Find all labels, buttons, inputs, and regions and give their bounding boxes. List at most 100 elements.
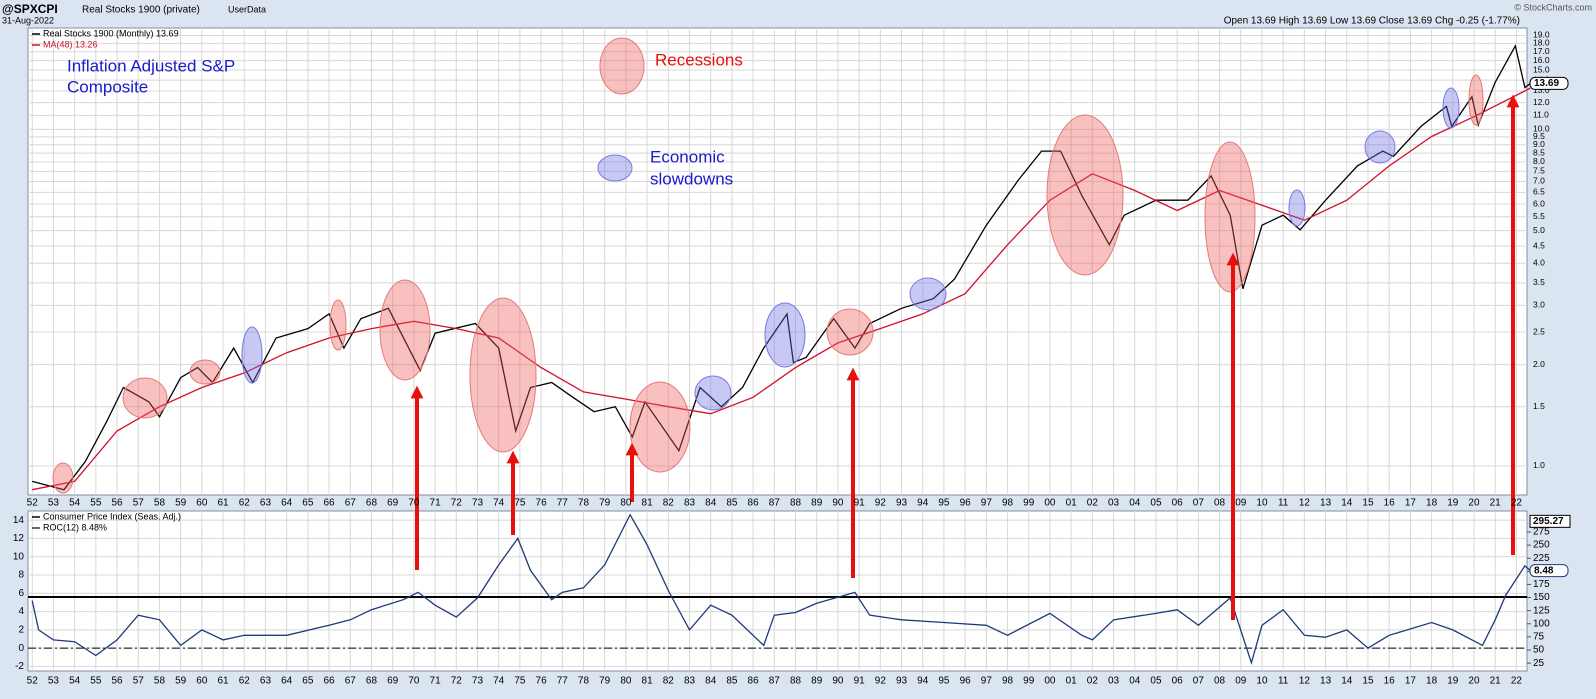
slowdown-ellipse: [694, 375, 732, 411]
y2-tick-label: 250: [1533, 540, 1550, 551]
y-tick-label: 1.0: [1533, 460, 1545, 470]
x-tick-label: 66: [324, 498, 336, 509]
x-tick-label: 76: [536, 498, 548, 509]
x-tick-label: 55: [90, 676, 102, 687]
x-tick-label: 16: [1384, 676, 1396, 687]
slowdown-ellipse: [1364, 130, 1396, 164]
x-tick-label: 62: [239, 676, 251, 687]
x-tick-label: 16: [1384, 498, 1396, 509]
y-tick-label: 11.0: [1533, 110, 1549, 120]
x-tick-label: 87: [769, 498, 781, 509]
x-tick-label: 79: [599, 498, 611, 509]
x-tick-label: 13: [1320, 676, 1332, 687]
x-tick-label: 20: [1468, 676, 1480, 687]
x-tick-label: 54: [69, 676, 81, 687]
x-tick-label: 09: [1235, 676, 1247, 687]
x-tick-label: 56: [111, 498, 123, 509]
x-tick-label: 11: [1278, 498, 1289, 509]
x-tick-label: 58: [154, 498, 166, 509]
recession-ellipse: [629, 381, 691, 473]
x-tick-label: 86: [748, 676, 760, 687]
x-tick-label: 75: [514, 676, 526, 687]
y-tick-label: 2: [18, 624, 24, 635]
series-line: [32, 87, 1531, 491]
x-tick-label: 19: [1447, 676, 1459, 687]
x-tick-label: 96: [960, 676, 972, 687]
source: UserData: [228, 4, 266, 14]
x-tick-label: 02: [1087, 498, 1099, 509]
annotation-title: Composite: [67, 77, 148, 96]
x-tick-label: 80: [620, 498, 632, 509]
y-tick-label: 6.5: [1533, 187, 1545, 197]
x-tick-label: 88: [790, 498, 802, 509]
credit: © StockCharts.com: [1514, 2, 1592, 12]
x-tick-label: 77: [557, 498, 569, 509]
y-tick-label: 5.5: [1533, 211, 1545, 221]
x-tick-label: 70: [408, 676, 420, 687]
y2-tick-label: 175: [1533, 579, 1550, 590]
y-tick-label: 7.5: [1533, 166, 1545, 176]
slowdown-ellipse: [241, 326, 263, 384]
y2-tick-label: 275: [1533, 527, 1550, 538]
y-tick-label: 9.5: [1533, 131, 1545, 141]
chart-name: Real Stocks 1900 (private): [82, 5, 200, 16]
recession-ellipse: [379, 279, 431, 381]
x-tick-label: 80: [620, 676, 632, 687]
x-tick-label: 93: [896, 498, 908, 509]
y-tick-label: 8.5: [1533, 147, 1545, 157]
x-tick-label: 04: [1129, 498, 1141, 509]
x-tick-label: 59: [175, 498, 187, 509]
x-tick-label: 53: [48, 498, 60, 509]
x-tick-label: 05: [1150, 498, 1162, 509]
y-tick-label: 2.0: [1533, 359, 1545, 369]
slowdown-ellipse: [764, 302, 806, 368]
x-tick-label: 86: [748, 498, 760, 509]
top-plot-area: [27, 27, 1528, 496]
x-tick-label: 72: [451, 498, 463, 509]
x-tick-label: 69: [387, 498, 399, 509]
recession-ellipse: [826, 308, 874, 356]
annotation-slowdowns: slowdowns: [650, 169, 733, 188]
x-tick-label: 10: [1256, 676, 1268, 687]
value-tag: [1529, 564, 1569, 578]
legend-slowdown-ellipse: [597, 154, 633, 182]
x-tick-label: 98: [1002, 498, 1014, 509]
x-tick-label: 88: [790, 676, 802, 687]
x-tick-label: 64: [281, 498, 293, 509]
x-tick-label: 19: [1447, 498, 1459, 509]
x-tick-label: 67: [345, 676, 357, 687]
x-tick-label: 67: [345, 498, 357, 509]
y-tick-label: 13.0: [1533, 85, 1550, 95]
y-tick-label: 6.0: [1533, 198, 1545, 208]
x-tick-label: 91: [854, 498, 866, 509]
y2-tick-label: 225: [1533, 553, 1550, 564]
legend-recession-ellipse: [599, 37, 645, 95]
y2-tick-label: 25: [1533, 658, 1545, 669]
y2-tick-label: 150: [1533, 592, 1550, 603]
y-tick-label: 12: [13, 533, 25, 544]
quote: Open 13.69 High 13.69 Low 13.69 Close 13…: [1224, 16, 1520, 27]
x-tick-label: 00: [1044, 498, 1056, 509]
x-tick-label: 54: [69, 498, 81, 509]
x-tick-label: 22: [1511, 498, 1523, 509]
x-tick-label: 06: [1172, 498, 1184, 509]
x-tick-label: 82: [663, 676, 675, 687]
series-line: [31, 513, 1531, 666]
x-tick-label: 17: [1405, 498, 1417, 509]
x-tick-label: 62: [239, 498, 251, 509]
x-tick-label: 13: [1320, 498, 1332, 509]
x-tick-label: 10: [1256, 498, 1268, 509]
y2-tick-label: 100: [1533, 618, 1550, 629]
slowdown-ellipse: [1288, 189, 1306, 227]
x-tick-label: 18: [1426, 676, 1438, 687]
y-tick-label: 14: [13, 515, 25, 526]
x-tick-label: 11: [1278, 676, 1289, 687]
x-tick-label: 74: [493, 498, 505, 509]
x-tick-label: 68: [366, 498, 378, 509]
x-tick-label: 52: [27, 498, 39, 509]
x-tick-label: 57: [133, 676, 145, 687]
bottom-plot-area: [27, 510, 1528, 672]
annotation-slowdowns: Economic: [650, 147, 725, 166]
x-tick-label: 61: [217, 676, 229, 687]
